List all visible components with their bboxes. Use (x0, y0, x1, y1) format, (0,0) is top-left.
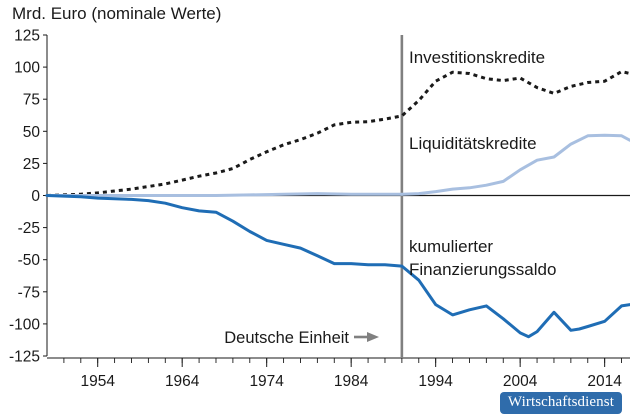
x-tick-label: 1964 (165, 373, 200, 390)
y-tick-label: 0 (31, 188, 40, 205)
annotation-label: Deutsche Einheit (224, 329, 349, 347)
series-line-kumulierter-finanzierungssaldo (45, 194, 630, 339)
x-tick-label: 1974 (249, 373, 284, 390)
x-tick-label: 2014 (587, 373, 622, 390)
series-label: Investitionskredite (409, 48, 545, 67)
y-tick-label: -125 (9, 349, 40, 366)
y-tick-label: 75 (23, 92, 40, 109)
series-label: Liquiditätskredite (409, 134, 537, 153)
chart-title: Mrd. Euro (nominale Werte) (12, 4, 221, 23)
y-tick-label: -50 (18, 252, 41, 269)
x-tick-label: 1984 (334, 373, 369, 390)
x-tick-label: 2004 (503, 373, 538, 390)
source-badge: Wirtschaftsdienst (499, 392, 622, 414)
series-line-investitionskredite (46, 70, 630, 197)
y-tick-label: 50 (23, 124, 41, 141)
series-label: Finanzierungssaldo (409, 260, 556, 279)
x-tick-label: 1954 (80, 373, 115, 390)
y-tick-label: -100 (9, 316, 40, 333)
series-label: kumulierter (409, 237, 493, 256)
label-layer: Investitionskredite Liquiditätskredite kum… (224, 48, 556, 347)
y-tick-label: -75 (18, 284, 40, 301)
series-layer (45, 70, 630, 339)
x-tick-label: 1994 (418, 373, 453, 390)
series-line-liquidit-tskredite (45, 133, 630, 197)
annotation-arrow-head (367, 332, 379, 342)
y-tick-label: 25 (23, 156, 40, 173)
y-tick-label: -25 (18, 220, 40, 237)
y-tick-label: 100 (14, 60, 40, 77)
y-tick-label: 125 (14, 28, 40, 45)
